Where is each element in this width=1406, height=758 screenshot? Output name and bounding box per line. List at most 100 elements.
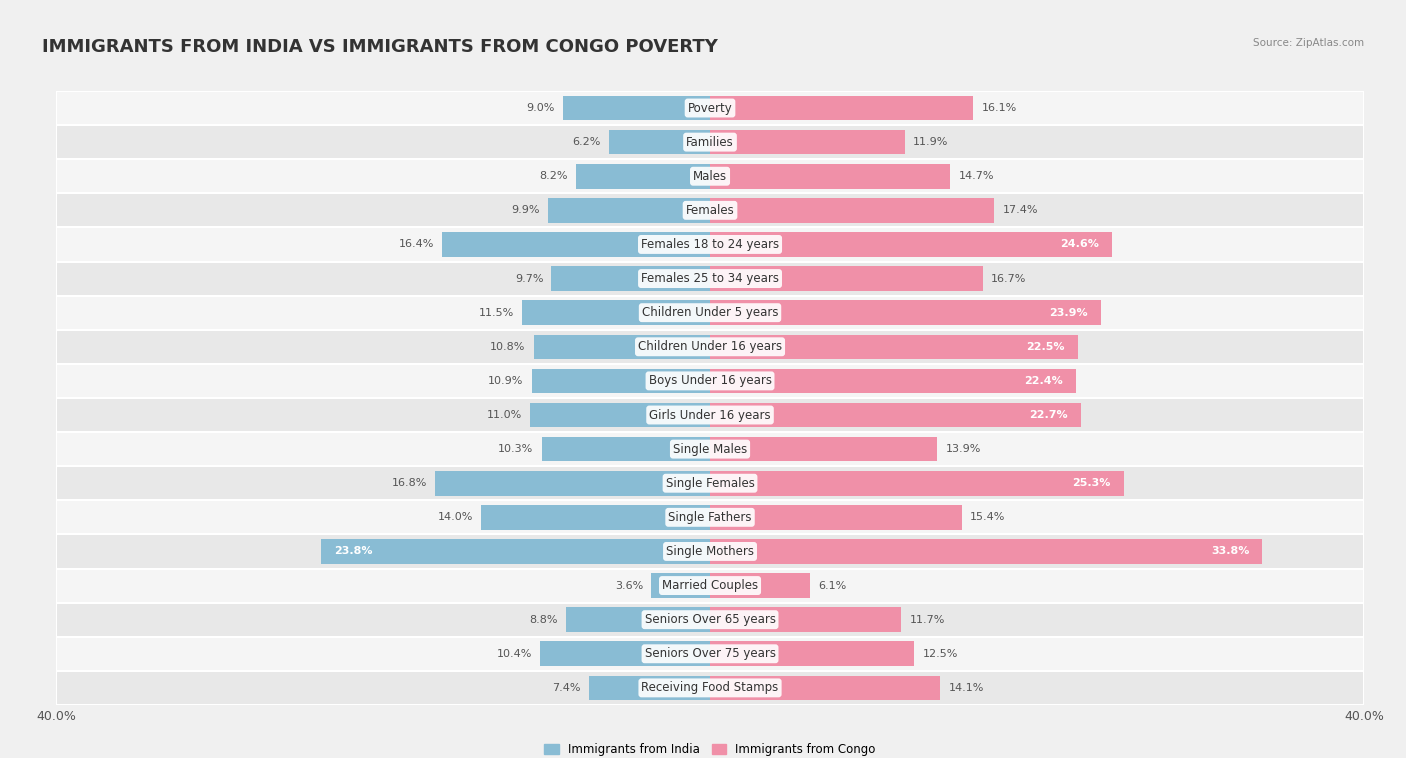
Bar <box>562 96 710 121</box>
Text: Single Mothers: Single Mothers <box>666 545 754 558</box>
Text: 10.9%: 10.9% <box>488 376 523 386</box>
Text: 11.7%: 11.7% <box>910 615 945 625</box>
Bar <box>710 505 962 530</box>
Bar <box>56 500 1364 534</box>
Text: Single Fathers: Single Fathers <box>668 511 752 524</box>
Bar <box>710 164 950 189</box>
Bar <box>710 232 1112 257</box>
Bar <box>710 266 983 291</box>
Text: Girls Under 16 years: Girls Under 16 years <box>650 409 770 421</box>
Bar <box>710 437 938 462</box>
Bar <box>530 402 710 428</box>
Bar <box>481 505 710 530</box>
Text: 8.2%: 8.2% <box>540 171 568 181</box>
Text: 22.4%: 22.4% <box>1025 376 1063 386</box>
Bar <box>576 164 710 189</box>
Text: 23.9%: 23.9% <box>1049 308 1088 318</box>
Bar <box>540 641 710 666</box>
Text: Boys Under 16 years: Boys Under 16 years <box>648 374 772 387</box>
Bar <box>56 227 1364 262</box>
Bar <box>551 266 710 291</box>
Text: 11.5%: 11.5% <box>478 308 515 318</box>
Text: 14.0%: 14.0% <box>437 512 472 522</box>
Legend: Immigrants from India, Immigrants from Congo: Immigrants from India, Immigrants from C… <box>540 738 880 758</box>
Bar <box>567 607 710 632</box>
Text: Source: ZipAtlas.com: Source: ZipAtlas.com <box>1253 38 1364 48</box>
Text: 16.8%: 16.8% <box>392 478 427 488</box>
Text: 10.4%: 10.4% <box>496 649 531 659</box>
Text: 22.7%: 22.7% <box>1029 410 1069 420</box>
Text: 14.7%: 14.7% <box>959 171 994 181</box>
Text: 9.0%: 9.0% <box>526 103 555 113</box>
Bar <box>56 603 1364 637</box>
Bar <box>56 91 1364 125</box>
Bar <box>533 334 710 359</box>
Bar <box>710 368 1076 393</box>
Bar <box>710 607 901 632</box>
Bar <box>710 641 914 666</box>
Text: Married Couples: Married Couples <box>662 579 758 592</box>
Bar <box>548 198 710 223</box>
Text: 14.1%: 14.1% <box>949 683 984 693</box>
Bar <box>56 637 1364 671</box>
Text: 13.9%: 13.9% <box>945 444 981 454</box>
Text: 17.4%: 17.4% <box>1002 205 1038 215</box>
Text: 8.8%: 8.8% <box>530 615 558 625</box>
Text: Males: Males <box>693 170 727 183</box>
Text: Single Males: Single Males <box>673 443 747 456</box>
Text: Poverty: Poverty <box>688 102 733 114</box>
Bar <box>651 573 710 598</box>
Text: 10.8%: 10.8% <box>489 342 526 352</box>
Bar <box>56 262 1364 296</box>
Text: Single Females: Single Females <box>665 477 755 490</box>
Text: 6.2%: 6.2% <box>572 137 600 147</box>
Bar <box>609 130 710 155</box>
Bar <box>541 437 710 462</box>
Bar <box>710 573 810 598</box>
Bar <box>710 96 973 121</box>
Text: 15.4%: 15.4% <box>970 512 1005 522</box>
Bar <box>710 334 1078 359</box>
Bar <box>710 300 1101 325</box>
Bar <box>522 300 710 325</box>
Text: IMMIGRANTS FROM INDIA VS IMMIGRANTS FROM CONGO POVERTY: IMMIGRANTS FROM INDIA VS IMMIGRANTS FROM… <box>42 38 718 56</box>
Text: 12.5%: 12.5% <box>922 649 957 659</box>
Text: 16.7%: 16.7% <box>991 274 1026 283</box>
Bar <box>321 539 710 564</box>
Bar <box>710 130 904 155</box>
Bar <box>56 125 1364 159</box>
Bar <box>56 193 1364 227</box>
Text: 11.0%: 11.0% <box>486 410 522 420</box>
Text: Families: Families <box>686 136 734 149</box>
Bar <box>56 330 1364 364</box>
Bar <box>56 296 1364 330</box>
Bar <box>589 675 710 700</box>
Text: Females 25 to 34 years: Females 25 to 34 years <box>641 272 779 285</box>
Bar <box>710 675 941 700</box>
Text: 9.9%: 9.9% <box>512 205 540 215</box>
Text: 10.3%: 10.3% <box>498 444 533 454</box>
Text: Females: Females <box>686 204 734 217</box>
Text: Females 18 to 24 years: Females 18 to 24 years <box>641 238 779 251</box>
Bar <box>710 539 1263 564</box>
Bar <box>56 159 1364 193</box>
Text: 16.1%: 16.1% <box>981 103 1017 113</box>
Text: 33.8%: 33.8% <box>1211 547 1250 556</box>
Bar <box>436 471 710 496</box>
Bar <box>56 568 1364 603</box>
Text: 24.6%: 24.6% <box>1060 240 1099 249</box>
Bar <box>531 368 710 393</box>
Bar <box>56 466 1364 500</box>
Text: Seniors Over 75 years: Seniors Over 75 years <box>644 647 776 660</box>
Bar <box>56 534 1364 568</box>
Bar <box>56 432 1364 466</box>
Text: 7.4%: 7.4% <box>553 683 581 693</box>
Text: Receiving Food Stamps: Receiving Food Stamps <box>641 681 779 694</box>
Bar <box>710 402 1081 428</box>
Bar <box>56 364 1364 398</box>
Bar <box>56 398 1364 432</box>
Text: 6.1%: 6.1% <box>818 581 846 590</box>
Text: 25.3%: 25.3% <box>1073 478 1111 488</box>
Bar <box>56 671 1364 705</box>
Text: 22.5%: 22.5% <box>1026 342 1064 352</box>
